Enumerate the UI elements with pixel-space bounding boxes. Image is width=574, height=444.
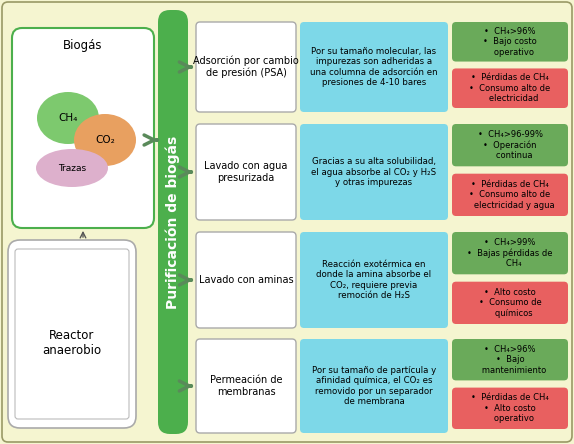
FancyBboxPatch shape <box>196 232 296 328</box>
FancyBboxPatch shape <box>452 388 568 429</box>
FancyBboxPatch shape <box>300 232 448 328</box>
FancyBboxPatch shape <box>452 68 568 108</box>
Text: Reactor
anaerobio: Reactor anaerobio <box>42 329 102 357</box>
Text: •  Pérdidas de CH₄
•  Consumo alto de
   electricidad: • Pérdidas de CH₄ • Consumo alto de elec… <box>470 73 550 103</box>
FancyBboxPatch shape <box>452 22 568 62</box>
Text: Biogás: Biogás <box>63 40 103 52</box>
Text: Trazas: Trazas <box>58 163 86 173</box>
Text: •  CH₄>96%
•  Bajo costo
   operativo: • CH₄>96% • Bajo costo operativo <box>483 27 537 57</box>
Text: CO₂: CO₂ <box>95 135 115 145</box>
Text: •  CH₄>96%
•  Bajo
   mantenimiento: • CH₄>96% • Bajo mantenimiento <box>474 345 546 375</box>
Text: •  Pérdidas de CH₄
•  Alto costo
   operativo: • Pérdidas de CH₄ • Alto costo operativo <box>471 393 549 423</box>
Text: •  Pérdidas de CH₄
•  Consumo alto de
   electricidad y agua: • Pérdidas de CH₄ • Consumo alto de elec… <box>466 180 554 210</box>
Text: CH₄: CH₄ <box>59 113 77 123</box>
FancyBboxPatch shape <box>452 339 568 381</box>
FancyBboxPatch shape <box>452 174 568 216</box>
FancyBboxPatch shape <box>12 28 154 228</box>
FancyBboxPatch shape <box>158 10 188 434</box>
Text: Por su tamaño de partícula y
afinidad química, el CO₂ es
removido por un separad: Por su tamaño de partícula y afinidad qu… <box>312 366 436 406</box>
FancyBboxPatch shape <box>196 22 296 112</box>
FancyBboxPatch shape <box>196 339 296 433</box>
FancyBboxPatch shape <box>300 124 448 220</box>
FancyBboxPatch shape <box>300 339 448 433</box>
Text: Por su tamaño molecular, las
impurezas son adheridas a
una columna de adsorción : Por su tamaño molecular, las impurezas s… <box>310 47 438 87</box>
Ellipse shape <box>36 149 108 187</box>
Text: Reacción exotérmica en
donde la amina absorbe el
CO₂, requiere previa
remoción d: Reacción exotérmica en donde la amina ab… <box>316 260 432 300</box>
Text: Adsorción por cambio
de presión (PSA): Adsorción por cambio de presión (PSA) <box>193 56 299 78</box>
Text: Gracias a su alta solubilidad,
el agua absorbe al CO₂ y H₂S
y otras impurezas: Gracias a su alta solubilidad, el agua a… <box>312 157 437 187</box>
FancyBboxPatch shape <box>452 232 568 274</box>
Ellipse shape <box>74 114 136 166</box>
FancyBboxPatch shape <box>452 124 568 166</box>
Text: Purificación de biogás: Purificación de biogás <box>166 135 180 309</box>
FancyBboxPatch shape <box>452 281 568 324</box>
Text: Permeación de
membranas: Permeación de membranas <box>210 375 282 397</box>
Text: •  CH₄>99%
•  Bajas pérdidas de
   CH₄: • CH₄>99% • Bajas pérdidas de CH₄ <box>467 238 553 268</box>
FancyBboxPatch shape <box>300 22 448 112</box>
Text: •  CH₄>96-99%
•  Operación
   continua: • CH₄>96-99% • Operación continua <box>478 130 542 160</box>
FancyBboxPatch shape <box>8 240 136 428</box>
Text: Lavado con aminas: Lavado con aminas <box>199 275 293 285</box>
FancyBboxPatch shape <box>196 124 296 220</box>
Ellipse shape <box>37 92 99 144</box>
Text: •  Alto costo
•  Consumo de
   químicos: • Alto costo • Consumo de químicos <box>479 288 541 318</box>
Text: Lavado con agua
presurizada: Lavado con agua presurizada <box>204 161 288 183</box>
